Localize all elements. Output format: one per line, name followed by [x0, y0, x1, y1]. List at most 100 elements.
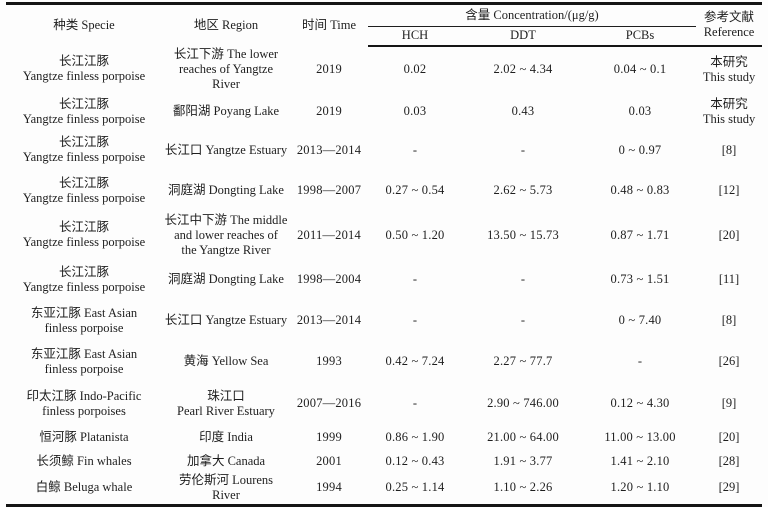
cell-specie: 恒河豚 Platanista — [39, 430, 129, 444]
cell-hch-value: 0.42 ~ 7.24 — [385, 354, 445, 368]
cell-ddt-value: 0.43 — [511, 104, 535, 118]
cell-reference: [12] — [718, 183, 740, 197]
cell-time: 1999 — [316, 430, 342, 444]
cell-pcbs-value: 0.48 ~ 0.83 — [610, 183, 670, 197]
cell-reference: [8] — [721, 313, 737, 327]
cell-reference: [8] — [721, 142, 737, 157]
cell-hch-value: - — [412, 313, 418, 327]
cell-reference: 本研究 This study — [702, 96, 756, 126]
cell-specie: 长江江豚 Yangtze finless porpoise — [22, 220, 146, 249]
cell-ddt-value: 1.91 ~ 3.77 — [493, 453, 553, 468]
cell-time: 2019 — [316, 104, 342, 118]
cell-pcbs-value: 1.41 ~ 2.10 — [610, 453, 670, 468]
cell-hch-value: - — [412, 142, 418, 157]
cell-hch-value: 0.12 ~ 0.43 — [385, 453, 445, 468]
cell-ddt-value: 2.02 ~ 4.34 — [493, 62, 553, 76]
table-row: 长江江豚 Yangtze finless porpoise 长江口 Yangtz… — [6, 131, 762, 170]
cell-time: 1998—2004 — [296, 272, 362, 286]
cell-reference: [11] — [718, 272, 740, 286]
pollutant-concentration-table: 种类 Specie 地区 Region 时间 Time 含量 Concentra… — [6, 2, 763, 507]
cell-ddt-value: - — [520, 313, 526, 327]
cell-time: 1993 — [316, 354, 342, 368]
cell-region: 黄海 Yellow Sea — [183, 354, 269, 368]
table-row: 长须鲸 Fin whales 加拿大 Canada 2001 0.12 ~ 0.… — [6, 451, 762, 472]
table-body: 长江江豚 Yangtze finless porpoise 长江下游 The l… — [6, 46, 762, 506]
col-header-concentration-group: 含量 Concentration/(μg/g) — [368, 3, 697, 27]
table-row: 恒河豚 Platanista 印度 India 1999 0.86 ~ 1.90… — [6, 425, 762, 451]
cell-reference: [20] — [718, 227, 740, 242]
cell-ddt-value: 2.27 ~ 77.7 — [493, 354, 553, 368]
cell-specie: 东亚江豚 East Asian finless porpoise — [30, 346, 138, 376]
cell-pcbs-value: 11.00 ~ 13.00 — [604, 430, 676, 444]
cell-ddt-value: 2.62 ~ 5.73 — [493, 183, 553, 197]
col-header-ddt: DDT — [462, 26, 584, 47]
cell-time: 2001 — [316, 453, 342, 468]
cell-region: 劳伦斯河 Lourens River — [178, 472, 274, 502]
cell-specie: 长江江豚 Yangtze finless porpoise — [22, 96, 146, 126]
cell-specie: 长须鲸 Fin whales — [36, 453, 132, 468]
cell-time: 2019 — [316, 61, 342, 76]
table-header: 种类 Specie 地区 Region 时间 Time 含量 Concentra… — [6, 3, 763, 47]
table-row: 东亚江豚 East Asian finless porpoise 长江口 Yan… — [6, 301, 762, 341]
cell-hch-value: 0.25 ~ 1.14 — [385, 480, 445, 494]
cell-region: 鄱阳湖 Poyang Lake — [172, 104, 280, 118]
cell-time: 2013—2014 — [296, 313, 362, 327]
cell-pcbs-value: 1.20 ~ 1.10 — [610, 480, 670, 494]
cell-reference: [26] — [718, 354, 740, 368]
cell-pcbs-value: 0.03 — [628, 104, 652, 118]
cell-time: 2011—2014 — [297, 227, 361, 242]
table-row: 长江江豚 Yangtze finless porpoise 鄱阳湖 Poyang… — [6, 93, 762, 131]
table-row: 长江江豚 Yangtze finless porpoise 洞庭湖 Dongti… — [6, 259, 762, 301]
cell-ddt-value: - — [520, 272, 526, 286]
cell-time: 2013—2014 — [296, 142, 362, 157]
cell-region: 长江下游 The lower reaches of Yangtze River — [173, 46, 279, 91]
cell-ddt-value: 21.00 ~ 64.00 — [487, 430, 559, 444]
col-header-reference: 参考文献 Reference — [696, 3, 763, 47]
cell-pcbs-value: 0.73 ~ 1.51 — [610, 272, 670, 286]
cell-region: 长江口 Yangtze Estuary — [164, 142, 288, 157]
col-header-time: 时间 Time — [301, 17, 357, 32]
cell-specie: 东亚江豚 East Asian finless porpoise — [30, 305, 138, 335]
cell-region: 长江口 Yangtze Estuary — [164, 313, 288, 327]
cell-region: 长江中下游 The middle and lower reaches of th… — [164, 212, 288, 257]
header-row-top: 种类 Specie 地区 Region 时间 Time 含量 Concentra… — [6, 3, 763, 47]
cell-hch-value: 0.02 — [403, 62, 427, 76]
col-header-specie: 种类 Specie — [53, 17, 115, 32]
cell-region: 加拿大 Canada — [186, 453, 266, 468]
col-header-region: 地区 Region — [193, 17, 259, 32]
cell-hch-value: 0.03 — [403, 104, 427, 118]
cell-pcbs-value: - — [637, 354, 643, 368]
cell-specie: 印太江豚 Indo-Pacific finless porpoises — [26, 388, 142, 418]
table-row: 白鲸 Beluga whale 劳伦斯河 Lourens River 1994 … — [6, 472, 762, 506]
cell-reference: [9] — [721, 396, 737, 410]
cell-time: 2007—2016 — [296, 396, 362, 410]
cell-hch-value: 0.27 ~ 0.54 — [385, 183, 445, 197]
cell-hch-value: 0.86 ~ 1.90 — [385, 430, 445, 444]
cell-hch-value: - — [412, 272, 418, 286]
cell-hch-value: 0.50 ~ 1.20 — [385, 227, 445, 242]
header-row-sub: HCH DDT PCBs — [6, 26, 762, 47]
table-row: 印太江豚 Indo-Pacific finless porpoises 珠江口 … — [6, 383, 762, 425]
cell-pcbs-value: 0 ~ 7.40 — [618, 313, 662, 327]
table-row: 长江江豚 Yangtze finless porpoise 长江下游 The l… — [6, 46, 762, 93]
cell-ddt-value: 2.90 ~ 746.00 — [487, 396, 559, 410]
cell-specie: 长江江豚 Yangtze finless porpoise — [22, 175, 146, 205]
table-row: 东亚江豚 East Asian finless porpoise 黄海 Yell… — [6, 341, 762, 383]
paper-page: 种类 Specie 地区 Region 时间 Time 含量 Concentra… — [6, 2, 763, 507]
cell-time: 1998—2007 — [296, 183, 362, 197]
cell-pcbs-value: 0.04 ~ 0.1 — [613, 62, 667, 76]
cell-ddt-value: - — [520, 142, 526, 157]
cell-ddt-value: 13.50 ~ 15.73 — [487, 227, 559, 242]
cell-region: 珠江口 Pearl River Estuary — [177, 388, 275, 418]
cell-hch-value: - — [412, 396, 418, 410]
col-header-pcbs: PCBs — [584, 26, 697, 47]
cell-time: 1994 — [316, 480, 342, 494]
cell-reference: [28] — [718, 453, 740, 468]
cell-specie: 长江江豚 Yangtze finless porpoise — [22, 54, 146, 83]
cell-reference: 本研究 This study — [702, 54, 756, 84]
col-header-hch: HCH — [368, 26, 462, 47]
cell-specie: 长江江豚 Yangtze finless porpoise — [22, 135, 146, 164]
cell-region: 洞庭湖 Dongting Lake — [168, 183, 284, 197]
cell-reference: [20] — [718, 430, 740, 444]
table-row: 长江江豚 Yangtze finless porpoise 洞庭湖 Dongti… — [6, 170, 762, 212]
